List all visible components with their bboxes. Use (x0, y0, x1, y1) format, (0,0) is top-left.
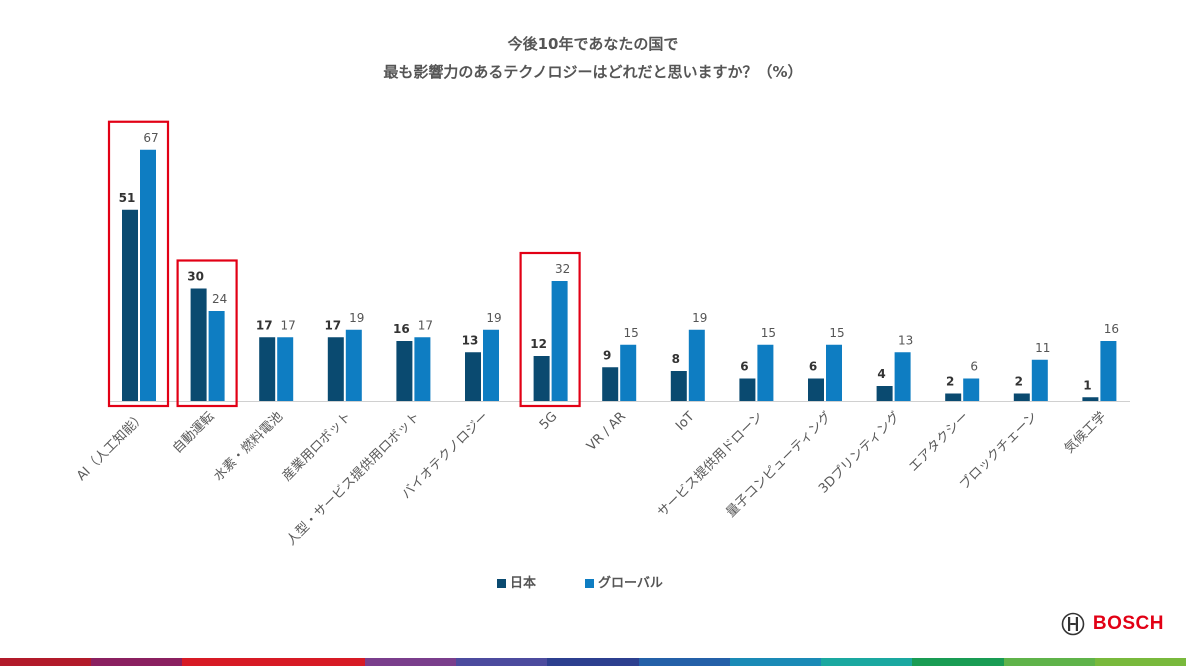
bar-global (140, 149, 156, 401)
stripe-segment (364, 658, 458, 666)
data-label-japan: 17 (324, 318, 341, 332)
bar-japan (876, 386, 893, 401)
data-label-japan: 6 (809, 360, 817, 374)
category-label: VR / AR (584, 409, 629, 454)
category-label: 水素・燃料電池 (210, 409, 286, 485)
bar-global (894, 352, 911, 401)
category-label: エアタクシー (906, 409, 972, 475)
data-label-global: 15 (829, 326, 844, 340)
highlight-box (107, 120, 170, 408)
bosch-logo: BOSCH (1061, 612, 1164, 636)
stripe-segment (0, 658, 93, 666)
bar-global (345, 329, 362, 401)
highlight-box (176, 259, 238, 408)
bar-global (208, 311, 225, 401)
data-label-global: 6 (970, 360, 978, 374)
bar-japan (122, 209, 138, 401)
category-label: 5G (537, 409, 561, 433)
bar-global (551, 281, 568, 401)
category-label: IoT (673, 409, 698, 434)
bar-japan (465, 352, 481, 401)
data-label-japan: 13 (462, 333, 479, 347)
bar-japan (739, 378, 756, 401)
bar-global (1031, 359, 1048, 401)
legend-item-global: グローバル (585, 572, 663, 591)
stripe-segment (729, 658, 823, 666)
stripe-segment (1094, 658, 1186, 666)
data-label-global: 17 (281, 318, 296, 332)
stripe-segment (638, 658, 731, 666)
bar-japan (602, 367, 619, 401)
highlight-box (519, 251, 581, 408)
stripe-segment (273, 658, 366, 666)
stripe-segment (91, 658, 184, 666)
data-label-global: 16 (1104, 322, 1119, 336)
bosch-armature-icon (1061, 612, 1085, 636)
stripe-segment (547, 658, 640, 666)
data-label-japan: 30 (187, 270, 204, 284)
category-label: 産業用ロボット (279, 409, 355, 485)
data-label-japan: 51 (119, 191, 136, 205)
category-label: 気候工学 (1061, 409, 1109, 457)
bar-global (757, 344, 774, 401)
data-label-global: 19 (692, 311, 707, 325)
stripe-segment (821, 658, 914, 666)
data-label-japan: 9 (603, 348, 611, 362)
data-label-global: 19 (486, 311, 501, 325)
data-label-global: 17 (418, 318, 433, 332)
bar-japan (1013, 393, 1030, 401)
chart-title-line-1: 今後10年であなたの国で (507, 35, 679, 53)
bar-global (414, 337, 431, 401)
data-label-global: 67 (143, 131, 158, 145)
data-label-japan: 2 (946, 375, 954, 389)
data-label-japan: 17 (256, 318, 273, 332)
legend-label-global: グローバル (598, 576, 663, 591)
bar-japan (396, 341, 413, 401)
category-label: 自動運転 (170, 409, 217, 456)
data-label-global: 32 (555, 262, 570, 276)
bar-japan (259, 337, 276, 401)
data-label-global: 24 (212, 292, 227, 306)
data-label-japan: 1 (1083, 378, 1091, 392)
legend-item-japan: 日本 (497, 572, 536, 591)
bar-global (483, 329, 499, 401)
data-label-japan: 4 (877, 367, 885, 381)
bar-japan (1082, 397, 1099, 401)
bar-global (963, 378, 980, 401)
data-label-global: 15 (624, 326, 639, 340)
bar-japan (945, 393, 962, 401)
bar-japan (670, 371, 687, 401)
bar-japan (533, 356, 550, 401)
bar-japan (327, 337, 344, 401)
data-label-global: 11 (1035, 341, 1050, 355)
brand-name: BOSCH (1092, 613, 1164, 634)
category-label: 人型・サービス提供用ロボット (283, 409, 423, 549)
data-label-japan: 8 (672, 352, 680, 366)
data-label-japan: 2 (1015, 375, 1023, 389)
bar-japan (808, 378, 824, 401)
bar-global (277, 337, 294, 401)
data-label-japan: 16 (393, 322, 410, 336)
legend-label-japan: 日本 (510, 576, 537, 591)
data-label-global: 15 (761, 326, 776, 340)
data-label-global: 13 (898, 333, 913, 347)
bar-global (620, 344, 637, 401)
stripe-segment (456, 658, 549, 666)
data-label-japan: 6 (740, 360, 748, 374)
chart-title-line-2: 最も影響力のあるテクノロジーはどれだと思いますか？（%） (383, 63, 803, 81)
bar-global (1100, 341, 1117, 401)
legend-swatch-japan (497, 579, 506, 588)
data-label-japan: 12 (530, 337, 547, 351)
stripe-segment (1003, 658, 1096, 666)
stripe-segment (182, 658, 275, 666)
data-label-global: 19 (349, 311, 364, 325)
bar-japan (190, 288, 207, 401)
legend-swatch-global (585, 579, 594, 588)
bar-global (826, 344, 842, 401)
bar-global (688, 329, 705, 401)
stripe-segment (912, 658, 1005, 666)
category-label: AI（人工知能） (73, 409, 148, 484)
